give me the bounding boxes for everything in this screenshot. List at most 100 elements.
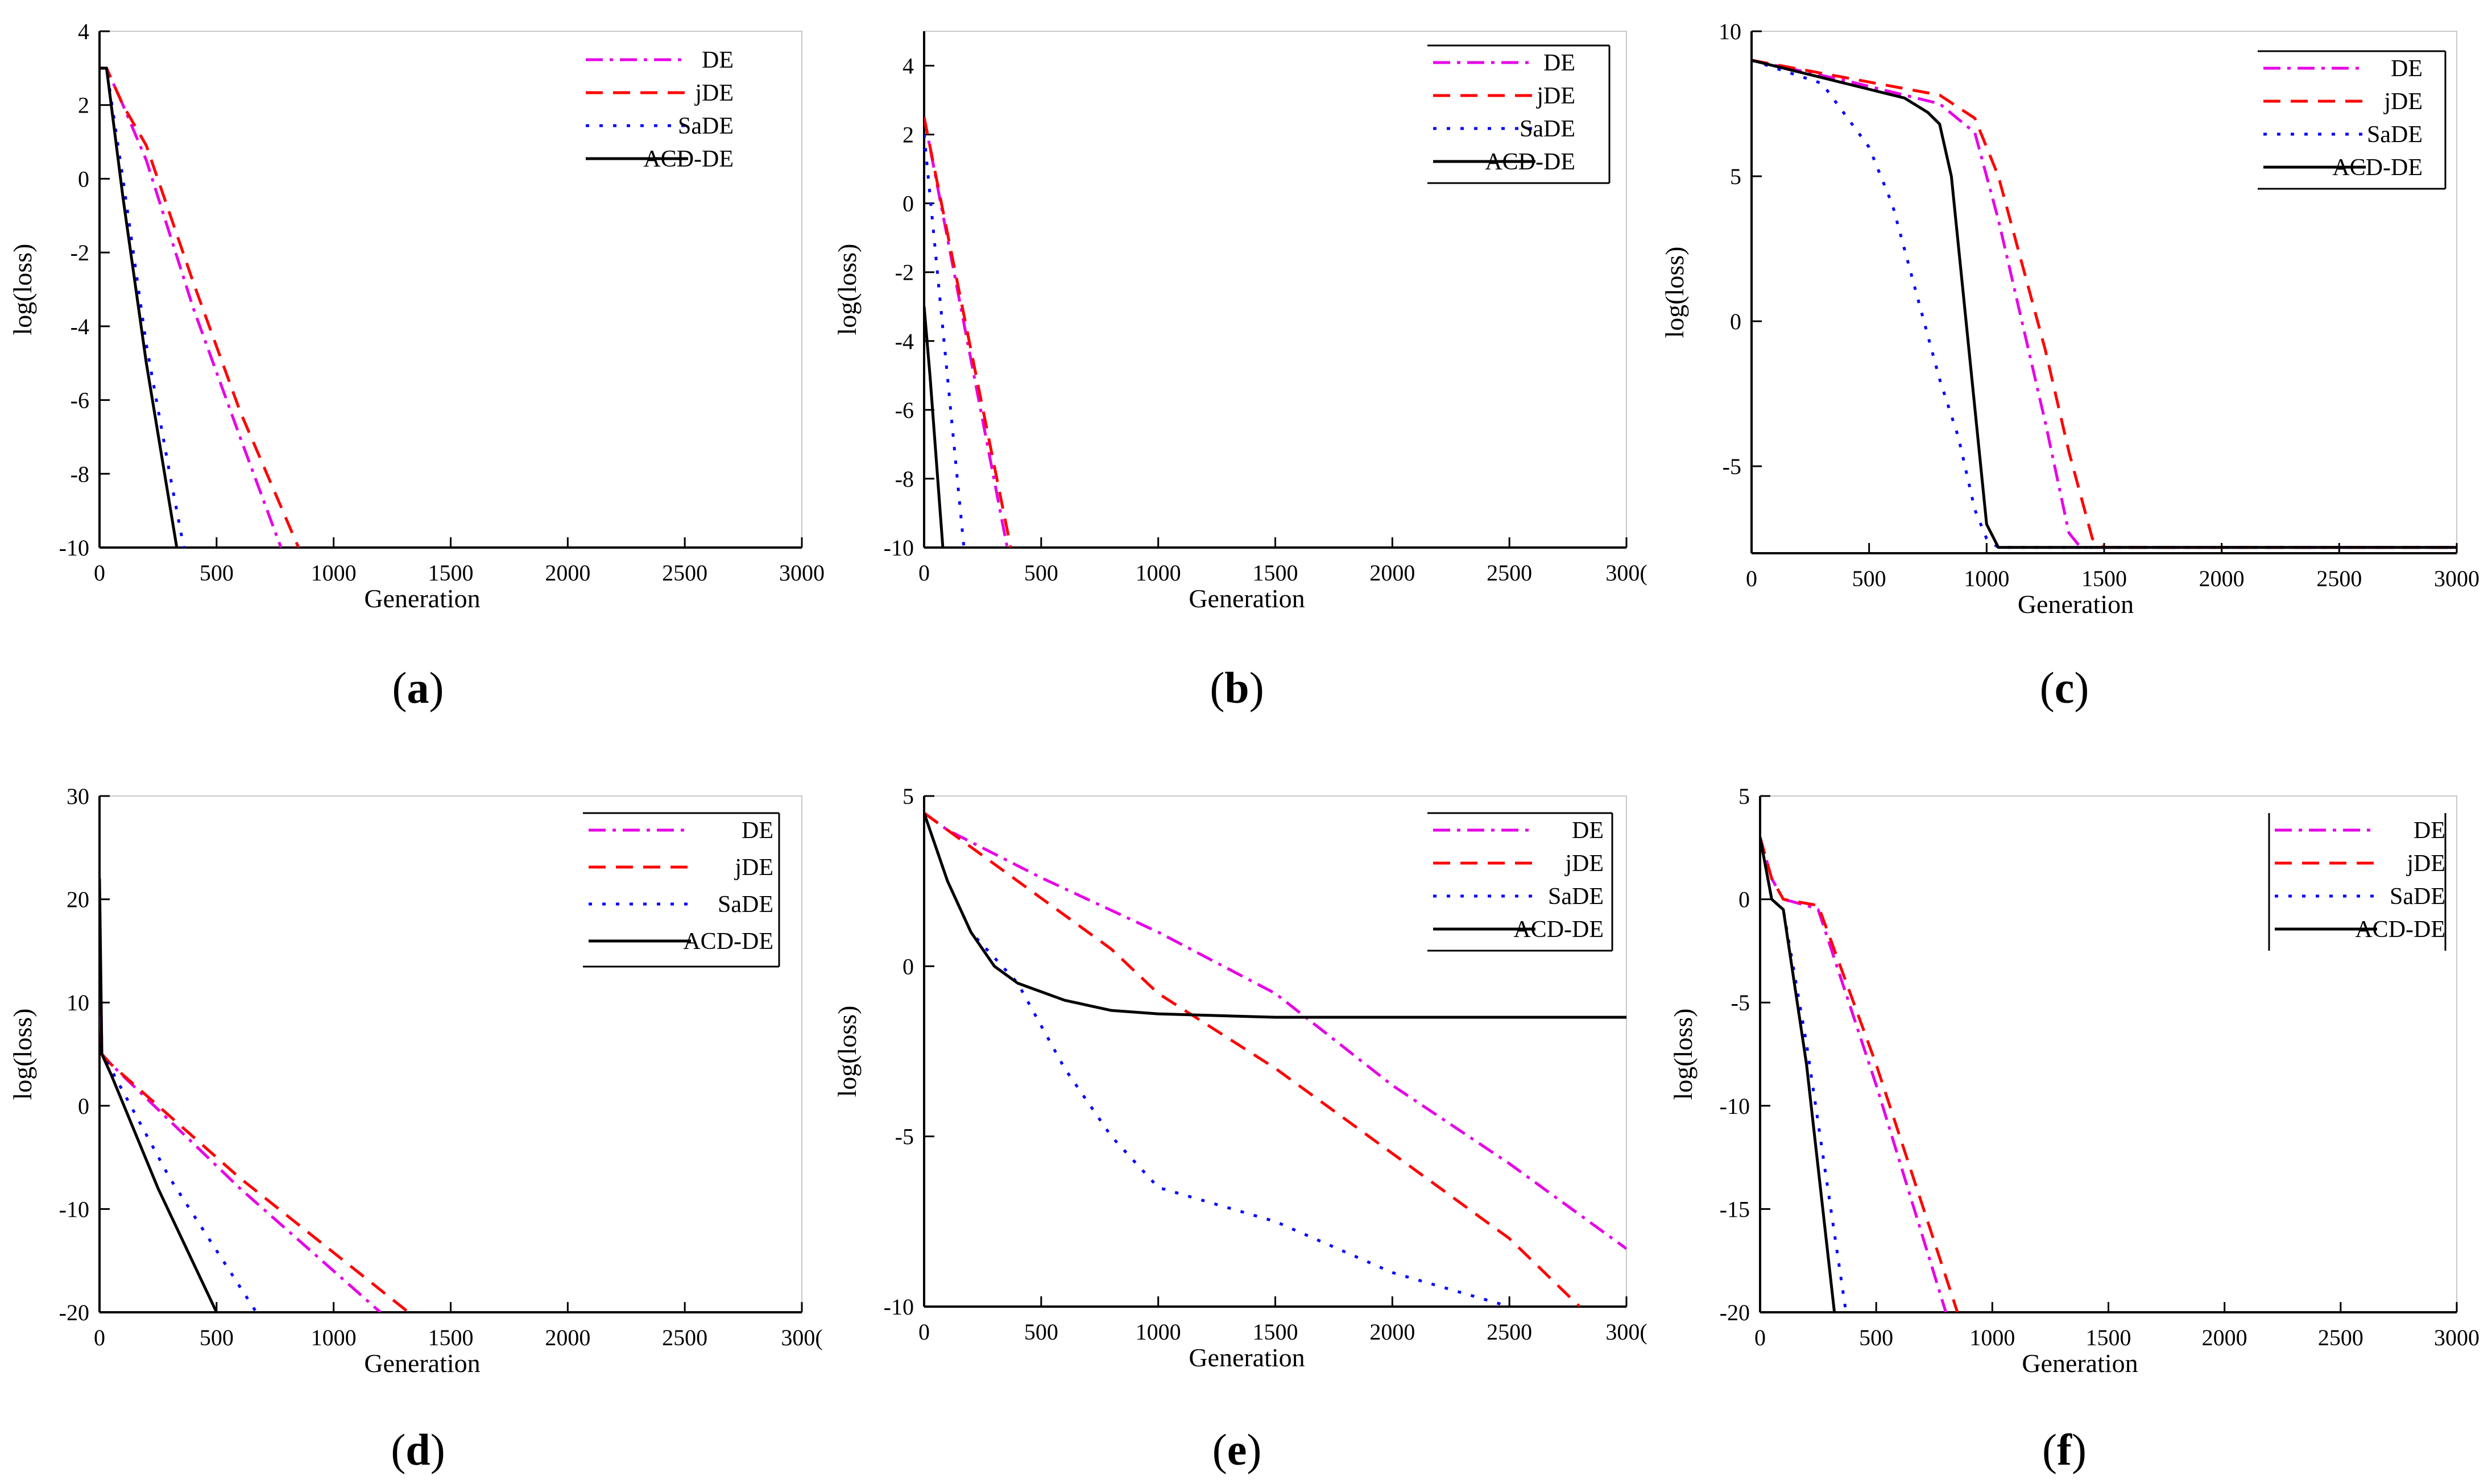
plot-frame bbox=[924, 31, 1627, 548]
legend-label-sade: SaDE bbox=[1520, 116, 1575, 142]
legend: DE jDE SaDE ACD-DE bbox=[2258, 50, 2447, 190]
x-tick-label: 2500 bbox=[2316, 566, 2362, 591]
series-group bbox=[924, 117, 1012, 548]
x-tick-label: 3000 bbox=[2434, 1325, 2479, 1350]
x-tick-label: 1500 bbox=[2081, 566, 2127, 591]
caption-c: (c) bbox=[2039, 663, 2089, 712]
series-line-jde bbox=[1752, 59, 2457, 549]
legend-label-jde: jDE bbox=[1535, 83, 1575, 109]
legend-label-de: DE bbox=[2391, 56, 2423, 82]
y-tick-label: -6 bbox=[895, 397, 914, 423]
y-axis-label: log(loss) bbox=[833, 1006, 862, 1097]
legend-label-jde: jDE bbox=[694, 80, 734, 106]
x-tick-label: 0 bbox=[1746, 566, 1757, 591]
legend-label-jde: jDE bbox=[2406, 851, 2445, 877]
caption-a: (a) bbox=[392, 663, 444, 712]
y-tick-label: 5 bbox=[1738, 784, 1750, 809]
x-axis-label: Generation bbox=[364, 584, 480, 613]
y-tick-label: -6 bbox=[71, 388, 89, 413]
legend: DE jDE SaDE ACD-DE bbox=[1427, 44, 1611, 184]
y-tick-label: -8 bbox=[895, 466, 914, 492]
series-line-acd-de bbox=[924, 813, 1626, 1019]
legend-label-acd-de: ACD-DE bbox=[1485, 149, 1575, 175]
series-line-acd-de bbox=[1752, 59, 2457, 549]
y-tick-label: 2 bbox=[903, 122, 914, 148]
x-tick-label: 3000 bbox=[2434, 566, 2479, 591]
x-tick-label: 500 bbox=[1024, 560, 1058, 586]
y-tick-label: -10 bbox=[884, 1294, 914, 1320]
y-axis-label: log(loss) bbox=[1660, 247, 1689, 338]
series-line-de bbox=[924, 117, 1009, 548]
legend-label-de: DE bbox=[742, 818, 773, 844]
x-tick-label: 1000 bbox=[1969, 1325, 2015, 1350]
x-tick-label: 2500 bbox=[1487, 560, 1532, 586]
x-axis-label: Generation bbox=[1189, 1343, 1305, 1372]
series-line-sade bbox=[1760, 837, 1848, 1312]
x-tick-label: 500 bbox=[1859, 1325, 1893, 1350]
x-tick-label: 2000 bbox=[545, 560, 590, 586]
y-tick-label: 0 bbox=[1730, 309, 1741, 334]
legend: DE jDE SaDE ACD-DE bbox=[2268, 813, 2447, 951]
series-group bbox=[100, 67, 300, 548]
legend: DE jDE SaDE ACD-DE bbox=[1427, 812, 1613, 952]
x-axis-label: Generation bbox=[2022, 1349, 2138, 1378]
x-tick-label: 2500 bbox=[2318, 1325, 2363, 1350]
y-tick-label: 5 bbox=[1730, 164, 1741, 189]
y-tick-label: -8 bbox=[71, 461, 89, 487]
y-tick-label: 20 bbox=[67, 887, 89, 913]
legend-label-de: DE bbox=[702, 47, 734, 73]
chart-panel-d: 0 500 1000 1500 2000 2500 300(-20 -10 0 10 20 30 Gen… bbox=[8, 784, 823, 1378]
y-tick-label: -5 bbox=[1731, 990, 1750, 1015]
legend-label-acd-de: ACD-DE bbox=[1513, 917, 1604, 943]
x-tick-label: 2000 bbox=[1369, 560, 1415, 586]
legend-label-sade: SaDE bbox=[718, 892, 773, 918]
series-group bbox=[1760, 836, 1959, 1312]
y-tick-label: 4 bbox=[78, 19, 89, 44]
chart-panel-f: 0 500 1000 1500 2000 2500 3000 -20 -15 -10 -5 0 5 Gen… bbox=[1669, 784, 2479, 1378]
y-tick-label: -2 bbox=[71, 240, 89, 266]
y-tick-label: -2 bbox=[895, 260, 914, 285]
x-axis-label: Generation bbox=[2018, 590, 2134, 619]
x-tick-label: 1000 bbox=[311, 1325, 357, 1350]
x-tick-label: 1000 bbox=[311, 560, 357, 586]
y-tick-label: -15 bbox=[1720, 1196, 1750, 1222]
x-tick-label: 1500 bbox=[428, 1325, 474, 1350]
legend: DE jDE SaDE ACD-DE bbox=[586, 47, 734, 172]
x-tick-label: 0 bbox=[918, 560, 930, 586]
x-tick-label: 1500 bbox=[1253, 1319, 1298, 1345]
x-tick-label: 2500 bbox=[1487, 1319, 1532, 1345]
legend-label-acd-de: ACD-DE bbox=[2355, 917, 2445, 943]
series-line-jde bbox=[924, 811, 1581, 1307]
y-tick-label: 0 bbox=[78, 1093, 89, 1119]
legend-label-de: DE bbox=[1543, 50, 1575, 76]
series-line-de bbox=[100, 67, 283, 548]
x-tick-label: 1500 bbox=[2086, 1325, 2131, 1350]
y-tick-label: -4 bbox=[71, 314, 89, 339]
series-line-de bbox=[924, 811, 1626, 1250]
x-tick-label: 0 bbox=[918, 1319, 930, 1345]
series-line-sade bbox=[1752, 59, 2457, 549]
x-axis-label: Generation bbox=[1189, 584, 1305, 613]
legend-label-sade: SaDE bbox=[2390, 884, 2445, 910]
x-tick-label: 2000 bbox=[1369, 1319, 1415, 1345]
y-tick-label: -10 bbox=[884, 535, 914, 561]
x-tick-label: 0 bbox=[1754, 1325, 1766, 1350]
y-tick-label: -5 bbox=[1723, 454, 1741, 479]
series-group bbox=[924, 811, 1626, 1307]
series-group bbox=[100, 878, 409, 1312]
series-line-sade bbox=[924, 813, 1510, 1307]
x-tick-label: 2000 bbox=[2202, 1325, 2247, 1350]
x-tick-label: 0 bbox=[94, 1325, 105, 1350]
y-axis-label: log(loss) bbox=[1669, 1009, 1698, 1100]
legend-label-acd-de: ACD-DE bbox=[683, 928, 773, 955]
chart-panel-e: 0 500 1000 1500 2000 2500 300(-10 -5 0 5 Generatio… bbox=[833, 784, 1647, 1372]
legend-label-sade: SaDE bbox=[2367, 122, 2423, 148]
x-tick-label: 300( bbox=[781, 1325, 822, 1350]
series-line-sade bbox=[924, 134, 966, 548]
x-tick-label: 1000 bbox=[1136, 560, 1181, 586]
plot-frame bbox=[924, 795, 1627, 1307]
legend-label-de: DE bbox=[2414, 818, 2445, 844]
y-tick-label: 2 bbox=[78, 93, 89, 118]
x-tick-label: 500 bbox=[1852, 566, 1886, 591]
